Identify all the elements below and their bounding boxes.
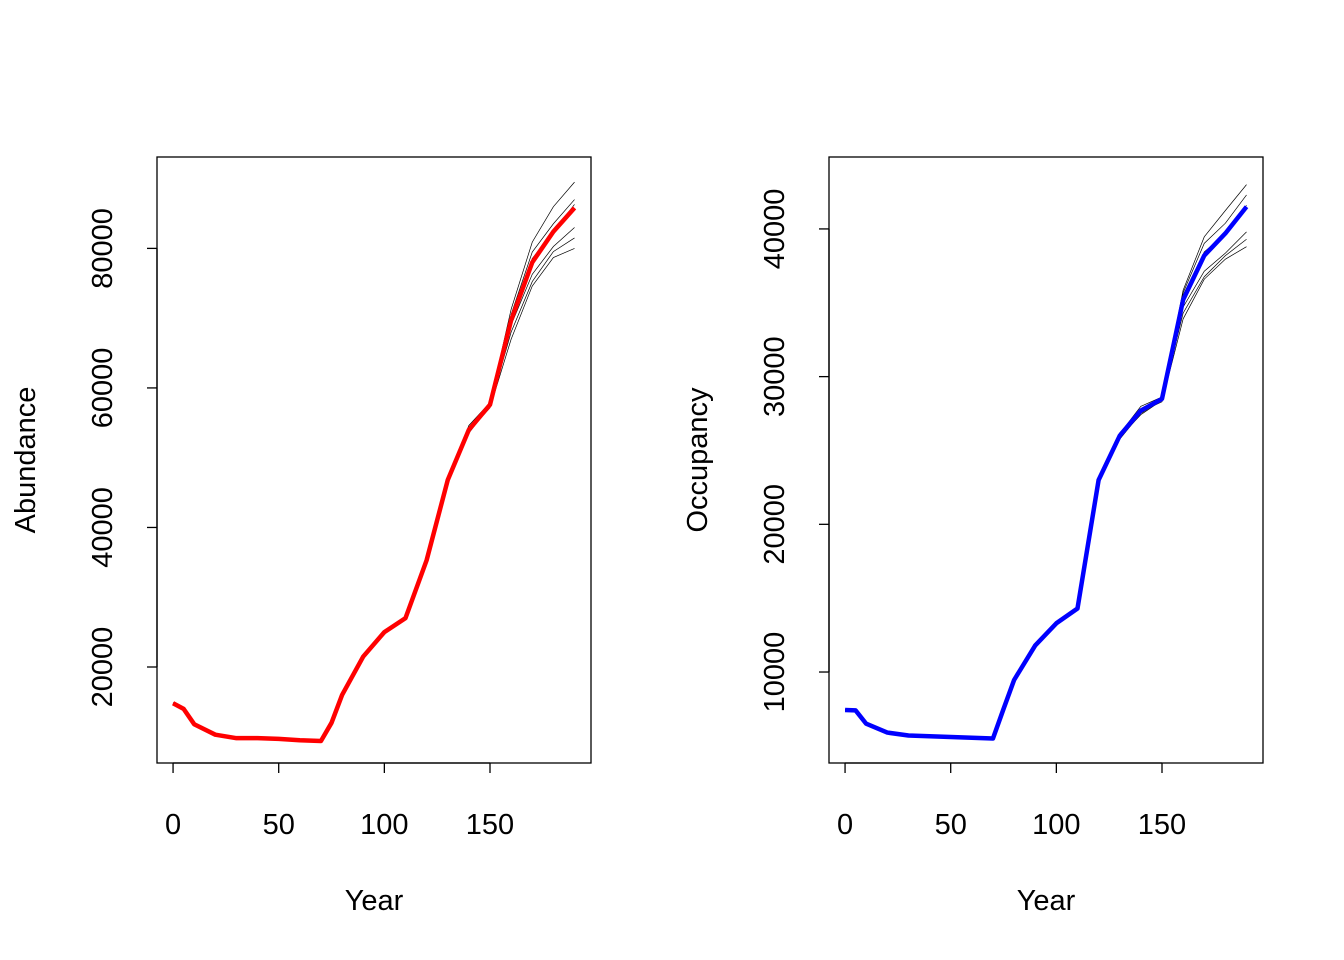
plot-frame bbox=[828, 156, 1264, 764]
mean-line bbox=[844, 205, 1249, 741]
x-tick-label: 100 bbox=[1032, 809, 1080, 841]
simulation-line bbox=[172, 204, 575, 742]
y-axis-label: Abundance bbox=[10, 387, 42, 534]
panel-1: 0 50 100 150 20000 40000 60000 80000 Year Abundan… bbox=[10, 156, 592, 917]
simulation-line bbox=[172, 199, 575, 741]
y-tick-label: 40000 bbox=[759, 189, 791, 270]
simulation-line bbox=[845, 184, 1247, 739]
x-axis-label: Year bbox=[1017, 885, 1076, 917]
x-tick-label: 0 bbox=[837, 809, 853, 841]
x-tick-label: 150 bbox=[466, 809, 514, 841]
y-tick-label: 20000 bbox=[759, 484, 791, 565]
y-tick-label: 10000 bbox=[759, 632, 791, 713]
x-tick-label: 0 bbox=[165, 809, 181, 841]
x-tick-label: 50 bbox=[263, 809, 295, 841]
y-tick-label: 40000 bbox=[87, 487, 119, 568]
simulation-line bbox=[172, 181, 575, 741]
simulation-line bbox=[845, 238, 1247, 740]
plot-frame bbox=[156, 156, 592, 764]
x-tick-label: 100 bbox=[360, 809, 408, 841]
simulation-line bbox=[845, 194, 1247, 739]
panel-2: 0 50 100 150 10000 20000 30000 40000 Year Occupan… bbox=[682, 156, 1264, 917]
simulation-line bbox=[845, 246, 1247, 739]
mean-line bbox=[172, 206, 577, 744]
x-tick-label: 150 bbox=[1138, 809, 1186, 841]
x-axis-label: Year bbox=[345, 885, 404, 917]
y-tick-label: 20000 bbox=[87, 627, 119, 708]
simulation-line bbox=[172, 248, 575, 742]
y-tick-label: 80000 bbox=[87, 208, 119, 289]
y-axis-label: Occupancy bbox=[682, 387, 714, 533]
x-tick-label: 50 bbox=[935, 809, 967, 841]
y-tick-label: 60000 bbox=[87, 348, 119, 429]
y-tick-label: 30000 bbox=[759, 336, 791, 417]
